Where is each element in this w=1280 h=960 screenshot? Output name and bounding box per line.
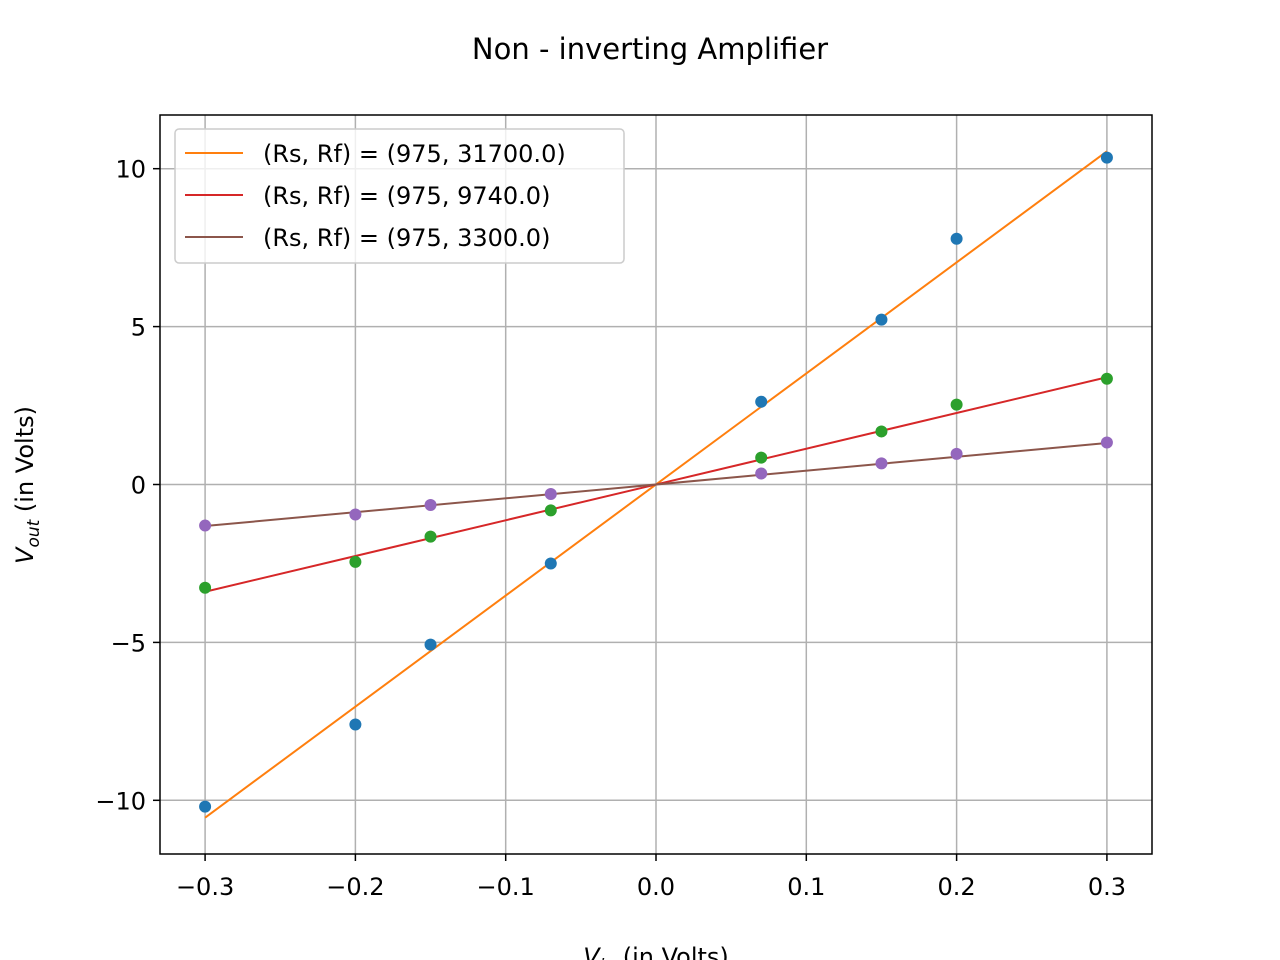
data-points: [199, 151, 1113, 813]
data-point: [349, 718, 362, 731]
legend-label: (Rs, Rf) = (975, 9740.0): [263, 182, 550, 210]
data-point: [755, 467, 768, 480]
y-tick-label: −5: [111, 629, 146, 657]
x-tick-label: 0.3: [1088, 873, 1126, 901]
legend-label: (Rs, Rf) = (975, 3300.0): [263, 224, 550, 252]
data-point: [544, 557, 557, 570]
y-axis-label-rest: (in Volts): [11, 406, 39, 520]
x-tick-label: 0.0: [637, 873, 675, 901]
data-point: [875, 457, 888, 470]
data-point: [1100, 372, 1113, 385]
legend-label: (Rs, Rf) = (975, 31700.0): [263, 140, 566, 168]
data-point: [424, 499, 437, 512]
x-axis-ticks: −0.3 −0.2 −0.1 0.0 0.1 0.2 0.3: [176, 854, 1126, 901]
legend-box: [174, 128, 625, 264]
data-point: [755, 451, 768, 464]
y-tick-label: 10: [115, 156, 146, 184]
x-axis-label-sub: in: [600, 956, 616, 960]
x-axis-label-main: V: [583, 943, 601, 960]
x-axis-label: Vin (in Volts): [583, 943, 729, 960]
x-tick-label: −0.1: [477, 873, 535, 901]
data-point: [199, 800, 212, 813]
data-point: [424, 530, 437, 543]
chart-title: Non - inverting Amplifier: [472, 32, 828, 66]
data-point: [1100, 436, 1113, 449]
data-point: [199, 519, 212, 532]
x-tick-label: −0.2: [326, 873, 384, 901]
data-point: [424, 638, 437, 651]
data-point: [875, 313, 888, 326]
data-point: [1100, 151, 1113, 164]
y-tick-label: 5: [131, 314, 146, 342]
x-tick-label: 0.1: [787, 873, 825, 901]
data-point: [950, 398, 963, 411]
y-axis-label-main: V: [11, 546, 39, 564]
data-point: [875, 425, 888, 438]
y-tick-label: −10: [95, 787, 146, 815]
y-tick-label: 0: [131, 472, 146, 500]
y-axis-ticks: −10 −5 0 5 10: [95, 156, 160, 815]
data-point: [349, 555, 362, 568]
data-point: [950, 232, 963, 245]
data-point: [544, 487, 557, 500]
data-point: [199, 581, 212, 594]
legend: (Rs, Rf) = (975, 31700.0) (Rs, Rf) = (975…: [174, 128, 625, 264]
x-tick-label: 0.2: [938, 873, 976, 901]
data-point: [755, 395, 768, 408]
x-tick-label: −0.3: [176, 873, 234, 901]
y-axis-label-sub: out: [24, 518, 44, 547]
data-point: [544, 504, 557, 517]
data-point: [950, 447, 963, 460]
data-point: [349, 508, 362, 521]
y-axis-label: Vout (in Volts): [11, 406, 44, 564]
x-axis-label-rest: (in Volts): [615, 943, 729, 960]
